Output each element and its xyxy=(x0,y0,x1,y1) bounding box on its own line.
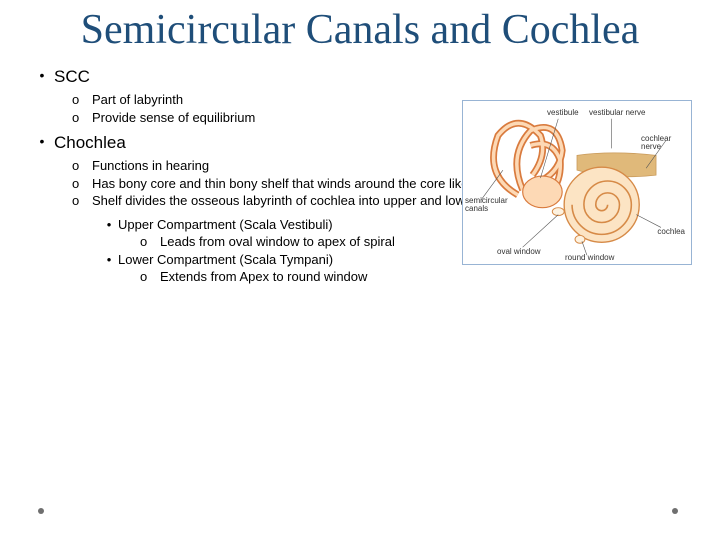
list-item-text: Leads from oval window to apex of spiral xyxy=(160,233,395,251)
section-heading-text: Chochlea xyxy=(54,132,126,155)
diagram-label: cochlear nerve xyxy=(641,135,689,151)
bullet-icon: • xyxy=(30,66,54,85)
bullet-icon: • xyxy=(100,216,118,234)
circle-bullet-icon: o xyxy=(72,175,92,193)
circle-bullet-icon: o xyxy=(72,157,92,175)
diagram-label: round window xyxy=(565,254,614,262)
nested-list: o Extends from Apex to round window xyxy=(140,268,690,286)
slide-title: Semicircular Canals and Cochlea xyxy=(0,0,720,62)
diagram-label: cochlea xyxy=(657,228,685,236)
circle-bullet-icon: o xyxy=(72,91,92,109)
circle-bullet-icon: o xyxy=(140,233,160,251)
cochlea-shape xyxy=(564,167,639,242)
list-item-text: Extends from Apex to round window xyxy=(160,268,367,286)
circle-bullet-icon: o xyxy=(140,268,160,286)
list-item-text: Lower Compartment (Scala Tympani) xyxy=(118,251,333,269)
circle-bullet-icon: o xyxy=(72,109,92,127)
diagram-label: semicircular canals xyxy=(465,197,511,213)
diagram-label: oval window xyxy=(497,248,541,256)
inner-ear-diagram: vestibule vestibular nerve cochlear nerv… xyxy=(462,100,692,265)
oval-window-shape xyxy=(552,208,564,216)
list-item-text: Upper Compartment (Scala Vestibuli) xyxy=(118,216,333,234)
decorative-dot xyxy=(672,508,678,514)
vestibule-shape xyxy=(523,176,563,208)
section-heading: • SCC xyxy=(30,66,690,89)
bullet-icon: • xyxy=(30,132,54,151)
diagram-label: vestibule xyxy=(547,109,579,117)
section-heading-text: SCC xyxy=(54,66,90,89)
bullet-icon: • xyxy=(100,251,118,269)
list-item: o Extends from Apex to round window xyxy=(140,268,690,286)
ear-svg xyxy=(463,101,691,264)
circle-bullet-icon: o xyxy=(72,192,92,210)
round-window-shape xyxy=(575,235,585,243)
diagram-label: vestibular nerve xyxy=(589,109,645,117)
decorative-dot xyxy=(38,508,44,514)
